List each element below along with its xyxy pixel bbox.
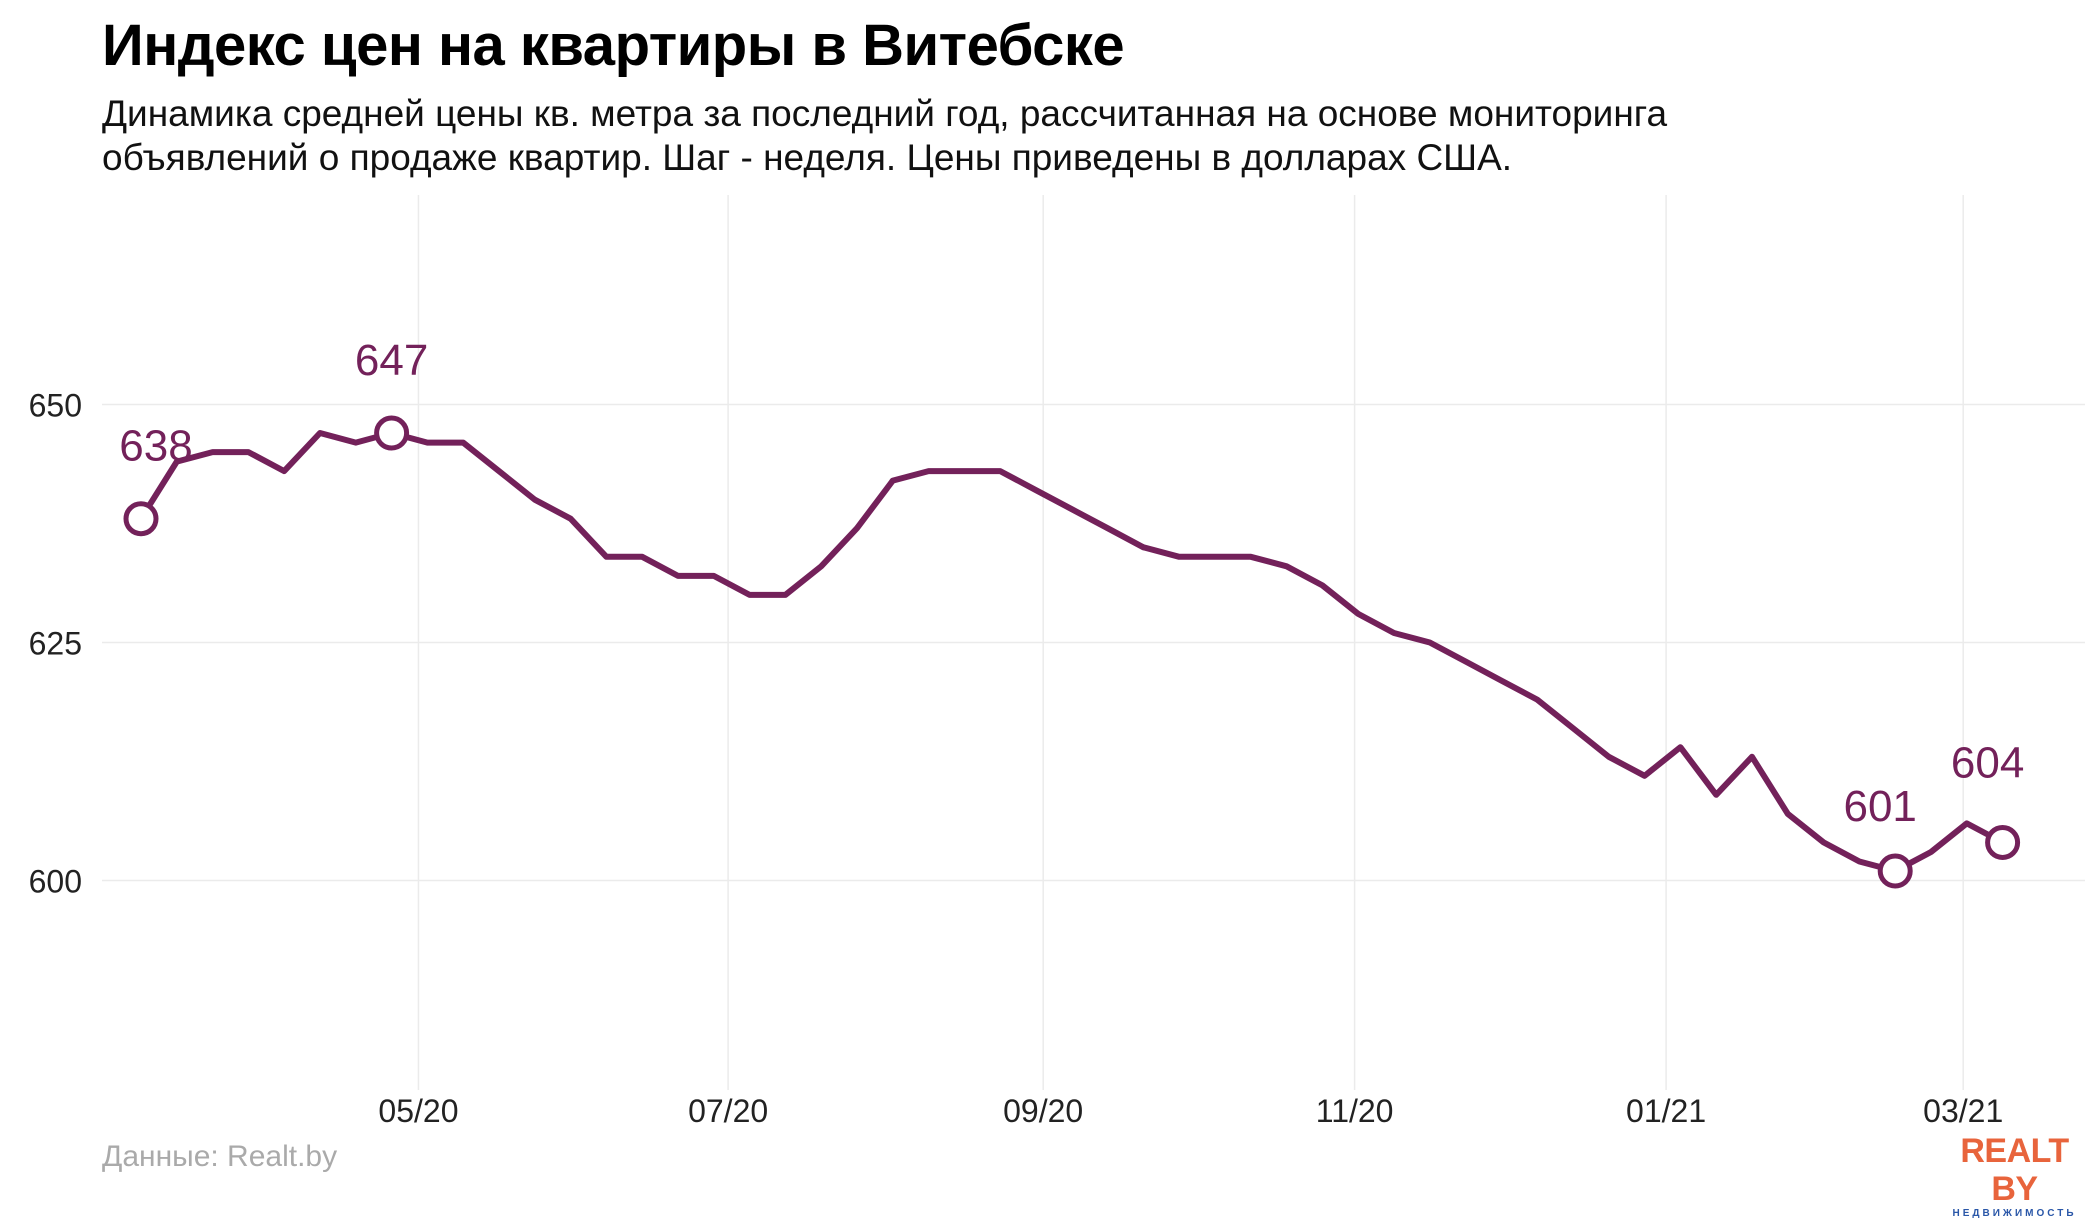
x-tick-label: 07/20 (688, 1093, 768, 1129)
data-point (639, 554, 645, 560)
data-point (1140, 544, 1146, 550)
x-tick-label: 11/20 (1316, 1093, 1394, 1129)
data-point (1677, 744, 1683, 750)
data-point (424, 440, 430, 446)
data-point (1248, 554, 1254, 560)
data-point (603, 554, 609, 560)
realt-logo[interactable]: REALT BY НЕДВИЖИМОСТЬ (1942, 1132, 2087, 1219)
annotated-point (374, 415, 410, 451)
data-point (1069, 506, 1075, 512)
data-point (1176, 554, 1182, 560)
series (138, 430, 2006, 874)
logo-main-text: REALT BY (1960, 1132, 2069, 1208)
data-point (926, 468, 932, 474)
data-point (317, 430, 323, 436)
data-point (997, 468, 1003, 474)
series-line (138, 430, 2006, 874)
annotations: 638 647 601 604 (119, 336, 2024, 889)
data-source-note: Данные: Realt.by (102, 1140, 338, 1173)
data-point (1570, 725, 1576, 731)
data-point (782, 592, 788, 598)
data-point (1713, 792, 1719, 798)
data-point (1928, 849, 1934, 855)
data-label: 604 (1951, 738, 2024, 787)
data-point (1355, 611, 1361, 617)
data-point (532, 497, 538, 503)
logo-text: REALT BY (1942, 1132, 2087, 1208)
data-point (675, 573, 681, 579)
y-tick-label: 600 (29, 864, 82, 900)
gridlines (102, 195, 2085, 1090)
x-tick-label: 05/20 (378, 1093, 458, 1129)
annotated-point (123, 501, 159, 537)
data-point (1319, 582, 1325, 588)
data-label: 638 (119, 422, 192, 471)
data-point (1212, 554, 1218, 560)
data-point (1391, 630, 1397, 636)
x-tick-label: 09/20 (1003, 1093, 1083, 1129)
data-point (568, 516, 574, 522)
data-point (961, 468, 967, 474)
data-point (1856, 858, 1862, 864)
data-point (1033, 487, 1039, 493)
data-label: 647 (355, 336, 428, 385)
data-point (1785, 811, 1791, 817)
annotated-point (1985, 824, 2021, 860)
data-point (1606, 754, 1612, 760)
data-point (711, 573, 717, 579)
annotated-point (1877, 853, 1913, 889)
data-point (245, 449, 251, 455)
data-point (1964, 820, 1970, 826)
data-point (1105, 525, 1111, 531)
axis-labels: 600 625 650 05/20 07/20 09/20 11/20 01/21 03/21 (29, 387, 2004, 1129)
data-point (281, 468, 287, 474)
y-tick-label: 625 (29, 626, 82, 662)
chart-subtitle: Динамика средней цены кв. метра за после… (102, 93, 1668, 178)
data-point (1498, 678, 1504, 684)
y-tick-label: 650 (29, 387, 82, 423)
data-point (1749, 754, 1755, 760)
data-point (1821, 839, 1827, 845)
data-point (747, 592, 753, 598)
x-tick-label: 03/21 (1923, 1093, 2003, 1129)
data-point (1642, 773, 1648, 779)
data-point (1427, 640, 1433, 646)
data-point (1284, 563, 1290, 569)
data-point (460, 440, 466, 446)
data-point (353, 440, 359, 446)
data-point (854, 525, 860, 531)
data-point (1534, 697, 1540, 703)
logo-subtitle: НЕДВИЖИМОСТЬ (1952, 1208, 2077, 1219)
x-tick-label: 01/21 (1626, 1093, 1706, 1129)
data-point (818, 563, 824, 569)
data-point (1463, 659, 1469, 665)
data-point (890, 478, 896, 484)
data-point (496, 468, 502, 474)
chart-title: Индекс цен на квартиры в Витебске (102, 13, 1125, 78)
data-point (210, 449, 216, 455)
data-label: 601 (1843, 782, 1916, 831)
